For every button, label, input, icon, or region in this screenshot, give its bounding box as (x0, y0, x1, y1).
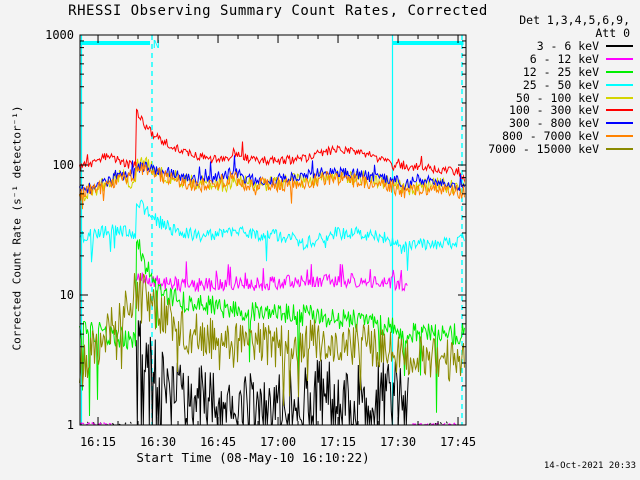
series-7000-15000keV (79, 273, 465, 406)
legend-entry: 6 - 12 keV (474, 52, 638, 67)
legend-entry-label: 12 - 25 keV (522, 65, 599, 79)
legend-color-swatch (606, 109, 633, 112)
series-3-6keV (429, 421, 452, 426)
series-12-25keV (79, 239, 465, 417)
y-tick-label: 10 (60, 288, 74, 302)
series-6-12keV (135, 261, 408, 293)
series-6-12keV (412, 421, 458, 426)
legend-entry-label: 50 - 100 keV (515, 90, 599, 105)
legend-entry-label: 300 - 800 keV (508, 116, 599, 131)
plot-frame (79, 34, 467, 426)
series-6-12keV (79, 421, 112, 426)
legend-color-swatch (606, 45, 633, 48)
legend-color-swatch (606, 96, 633, 99)
x-tick-label: 17:15 (320, 435, 356, 449)
legend-entry-label: 25 - 50 keV (522, 77, 599, 92)
y-tick-label: 1 (67, 418, 74, 432)
y-tick-label: 100 (52, 158, 74, 172)
series-100-300keV (79, 108, 465, 182)
legend-header: Det 1,3,4,5,6,9, (519, 13, 630, 27)
x-tick-label: 16:15 (80, 435, 116, 449)
legend-entry-label: 800 - 7000 keV (502, 128, 599, 143)
series-800-7000keV (79, 162, 465, 210)
y-tick-label: 1000 (45, 28, 74, 42)
legend-entry-label: 3 - 6 keV (536, 39, 599, 54)
legend-entry-label: 100 - 300 keV (508, 103, 599, 118)
legend-color-swatch (606, 134, 633, 137)
series-25-50keV (79, 199, 465, 271)
chart-title: RHESSI Observing Summary Count Rates, Co… (68, 3, 488, 19)
legend-color-swatch (606, 70, 633, 73)
x-axis-label: Start Time (08-May-10 16:10:22) (136, 450, 370, 465)
y-axis-label: Corrected Count Rate (s⁻¹ detector⁻¹) (10, 105, 24, 351)
legend-color-swatch (606, 58, 633, 61)
series-3-6keV (80, 421, 136, 426)
x-tick-label: 17:30 (380, 435, 416, 449)
night-flag-label: N (153, 38, 160, 51)
legend-entry: 300 - 800 keV (474, 116, 638, 131)
legend-entry: 100 - 300 keV (474, 103, 638, 118)
legend-color-swatch (606, 83, 633, 86)
legend-header: Att 0 (595, 26, 630, 40)
creation-timestamp: 14-Oct-2021 20:33 (543, 461, 636, 471)
x-tick-label: 17:45 (440, 435, 476, 449)
legend-entry: 3 - 6 keV (474, 39, 638, 54)
legend-entry: 800 - 7000 keV (474, 128, 638, 143)
legend-color-swatch (606, 122, 633, 125)
x-tick-label: 16:30 (140, 435, 176, 449)
legend-entry-label: 7000 - 15000 keV (488, 141, 599, 156)
legend-entry-label: 6 - 12 keV (529, 52, 599, 67)
x-tick-label: 17:00 (260, 435, 296, 449)
x-tick-label: 16:45 (200, 435, 236, 449)
legend-entry: 7000 - 15000 keV (474, 141, 638, 156)
legend-entry: 50 - 100 keV (474, 90, 638, 105)
legend-entry: 25 - 50 keV (474, 77, 638, 92)
series-300-800keV (79, 155, 465, 194)
legend-entry: 12 - 25 keV (474, 65, 638, 79)
legend-color-swatch (606, 147, 633, 150)
